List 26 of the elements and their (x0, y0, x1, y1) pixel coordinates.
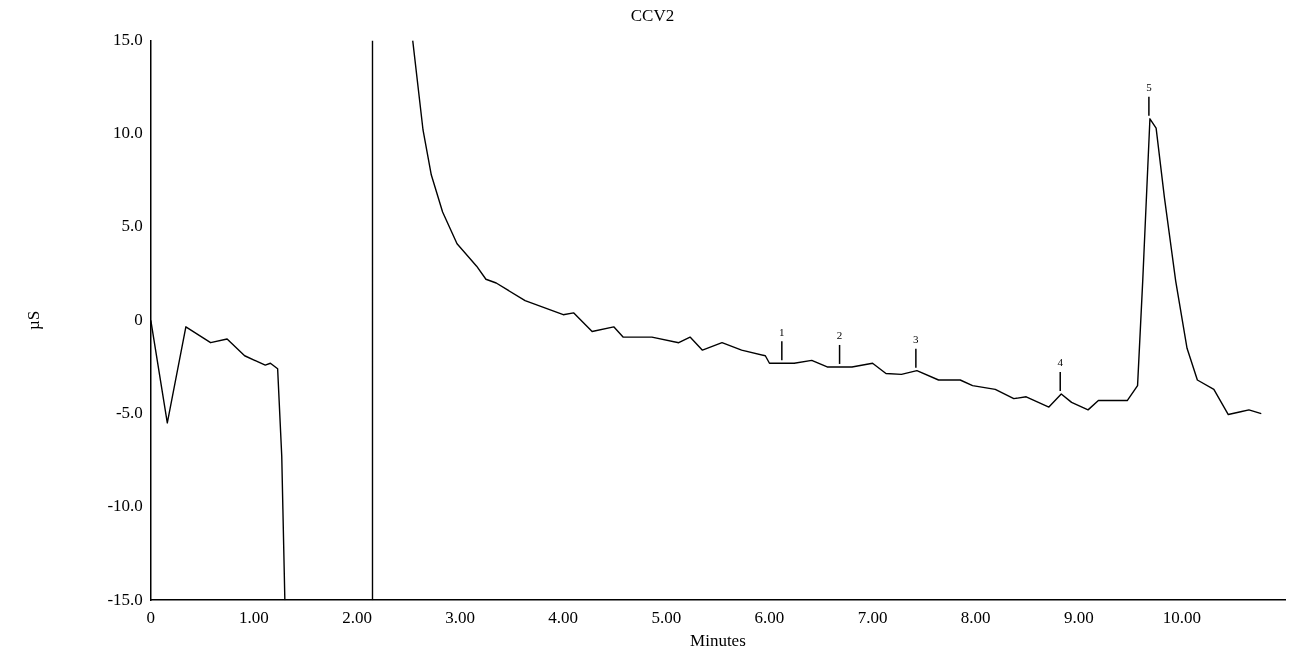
annotation: 3 (913, 333, 920, 346)
annotation: 2 (836, 329, 843, 342)
y-tick-label: 0 (134, 309, 143, 329)
x-tick-label: 4.00 (548, 607, 579, 627)
annotation: 4 (1057, 356, 1064, 369)
chart-title: CCV2 (630, 5, 675, 25)
x-axis-title: Minutes (690, 631, 746, 651)
x-tick-label: 6.00 (754, 607, 785, 627)
y-tick-label: -15.0 (107, 589, 143, 609)
y-tick-label: 15.0 (113, 29, 143, 49)
y-axis-title: µS (23, 310, 43, 330)
y-tick-label: 5.0 (121, 216, 143, 236)
x-tick-label: 5.00 (651, 607, 682, 627)
x-tick-label: 2.00 (342, 607, 372, 627)
x-tick-label: 8.00 (960, 607, 991, 627)
y-tick-label: -10.0 (107, 496, 143, 516)
x-tick-label: 3.00 (445, 607, 476, 627)
y-tick-label: -5.0 (115, 403, 143, 423)
x-tick-label: 9.00 (1063, 607, 1094, 627)
annotation: 5 (1146, 81, 1153, 94)
x-tick-label: 0 (146, 607, 156, 627)
x-tick-label: 7.00 (857, 607, 888, 627)
y-tick-label: 10.0 (113, 123, 143, 143)
x-tick-label: 1.00 (239, 607, 269, 627)
x-tick-label: 10.00 (1162, 607, 1202, 627)
annotation: 1 (779, 325, 785, 338)
